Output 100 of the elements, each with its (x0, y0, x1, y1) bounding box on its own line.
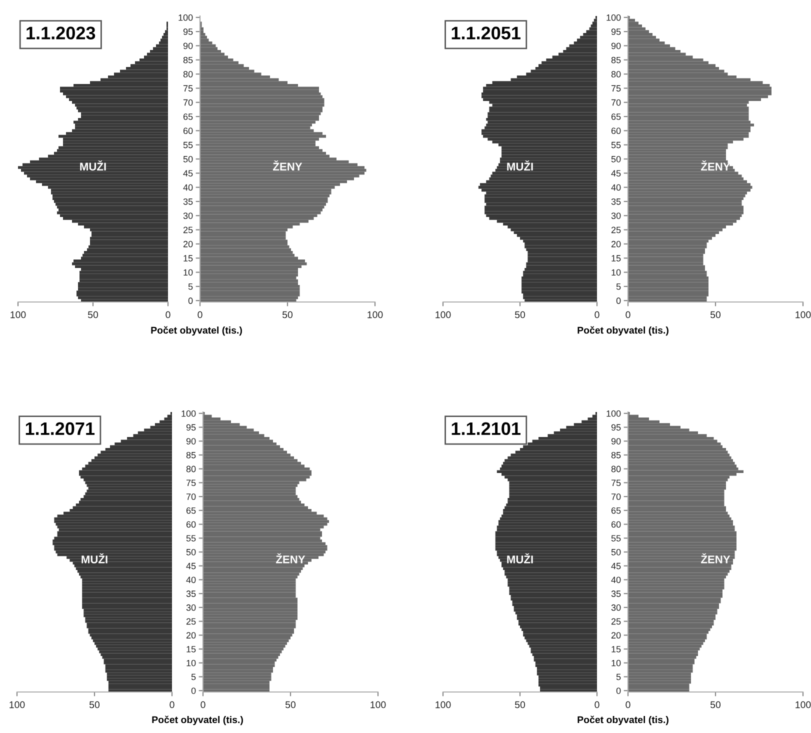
y-tick-label: 95 (611, 28, 621, 35)
x-axis-title: Počet obyvatel (tis.) (152, 716, 243, 726)
y-tick-label: 90 (611, 42, 621, 50)
y-tick-label: 10 (184, 269, 193, 276)
annotation: ŽENY (276, 553, 306, 564)
y-tick-label: 100 (182, 410, 196, 417)
x-tick-label: 100 (796, 701, 811, 708)
x-tick-label: 100 (436, 701, 451, 708)
y-tick-label: 35 (186, 590, 196, 597)
y-tick-label: 15 (612, 646, 621, 652)
annotation: MUŽI (507, 553, 533, 564)
x-tick-label: 100 (10, 311, 26, 318)
y-tick-label: 40 (611, 184, 621, 191)
x-tick-label: 50 (89, 701, 100, 708)
annotation: MUŽI (507, 160, 533, 171)
x-tick-label: 0 (166, 311, 170, 318)
x-tick-label: 0 (626, 311, 630, 318)
x-tick-label: 50 (282, 311, 293, 318)
y-tick-label: 30 (186, 604, 196, 611)
x-tick-label: 0 (200, 701, 206, 708)
y-tick-label: 80 (611, 71, 621, 78)
x-tick-label: 50 (514, 311, 526, 318)
x-tick-label: 0 (170, 701, 174, 708)
y-tick-label: 20 (183, 240, 193, 248)
y-tick-label: 45 (186, 562, 196, 570)
y-tick-label: 15 (184, 255, 193, 262)
y-tick-label: 25 (183, 226, 193, 234)
y-tick-label: 75 (186, 480, 196, 486)
chart-title: 1.1.2101 (452, 422, 520, 436)
y-tick-label: 0 (616, 298, 621, 304)
y-tick-label: 100 (606, 410, 621, 417)
x-tick-label: 50 (88, 311, 98, 318)
y-tick-label: 10 (612, 269, 621, 276)
y-tick-label: 55 (186, 535, 196, 542)
y-tick-label: 30 (183, 212, 193, 219)
y-tick-label: 25 (611, 226, 621, 234)
y-tick-label: 65 (183, 113, 193, 120)
y-tick-label: 50 (183, 156, 193, 162)
annotation: MUŽI (80, 160, 106, 171)
y-tick-label: 20 (186, 632, 196, 639)
y-tick-label: 95 (186, 424, 196, 431)
y-tick-label: 85 (611, 452, 621, 458)
y-tick-label: 40 (183, 184, 193, 191)
x-tick-label: 0 (594, 701, 600, 708)
y-tick-label: 80 (183, 71, 193, 78)
y-tick-label: 15 (186, 646, 196, 652)
y-tick-label: 35 (183, 198, 193, 205)
y-tick-label: 95 (611, 424, 621, 431)
y-tick-label: 75 (611, 480, 621, 486)
y-tick-label: 90 (183, 42, 193, 50)
x-tick-label: 100 (370, 701, 386, 708)
y-tick-label: 100 (606, 14, 621, 21)
y-tick-label: 90 (611, 438, 621, 444)
y-tick-label: 40 (186, 576, 196, 584)
x-tick-label: 0 (626, 701, 630, 708)
x-axis-title: Počet obyvatel (tis.) (151, 326, 242, 336)
y-tick-label: 65 (186, 507, 196, 514)
y-tick-label: 70 (611, 99, 621, 106)
y-tick-label: 75 (183, 85, 193, 92)
annotation: ŽENY (701, 160, 730, 170)
x-tick-label: 100 (368, 311, 383, 318)
y-tick-label: 0 (188, 298, 193, 304)
y-tick-label: 70 (183, 99, 193, 106)
annotation: ŽENY (273, 160, 302, 170)
y-tick-label: 60 (611, 128, 621, 134)
chart-title: 1.1.2023 (26, 26, 96, 40)
y-tick-label: 0 (616, 688, 621, 694)
y-tick-label: 75 (611, 85, 621, 92)
x-tick-label: 0 (594, 311, 600, 318)
annotation: MUŽI (82, 553, 108, 564)
y-tick-label: 15 (612, 255, 621, 262)
y-tick-label: 90 (186, 438, 196, 444)
y-tick-label: 30 (611, 212, 621, 219)
x-axis-title: Počet obyvatel (tis.) (578, 716, 668, 726)
x-tick-label: 100 (436, 311, 451, 318)
y-tick-label: 30 (611, 604, 621, 611)
y-tick-label: 65 (611, 507, 621, 514)
annotation: ŽENY (701, 553, 730, 564)
y-tick-label: 85 (186, 452, 196, 458)
y-tick-label: 60 (183, 128, 193, 134)
y-tick-label: 0 (191, 688, 196, 694)
x-axis-title: Počet obyvatel (tis.) (578, 326, 668, 336)
y-tick-label: 50 (611, 548, 621, 556)
y-tick-label: 50 (186, 548, 196, 556)
y-tick-label: 80 (611, 466, 621, 472)
y-tick-label: 45 (183, 170, 193, 177)
x-tick-label: 50 (285, 701, 296, 708)
y-tick-label: 5 (616, 283, 621, 290)
y-tick-label: 50 (611, 156, 621, 162)
y-tick-label: 55 (611, 535, 621, 542)
y-tick-label: 5 (191, 674, 196, 680)
y-tick-label: 60 (611, 521, 621, 528)
y-tick-label: 20 (611, 632, 621, 639)
y-tick-label: 40 (611, 576, 621, 584)
y-tick-label: 80 (186, 466, 196, 472)
y-tick-label: 5 (616, 674, 621, 680)
x-tick-label: 50 (710, 701, 721, 708)
y-tick-label: 5 (188, 283, 193, 290)
y-tick-label: 10 (612, 660, 621, 666)
y-tick-label: 35 (611, 590, 621, 597)
